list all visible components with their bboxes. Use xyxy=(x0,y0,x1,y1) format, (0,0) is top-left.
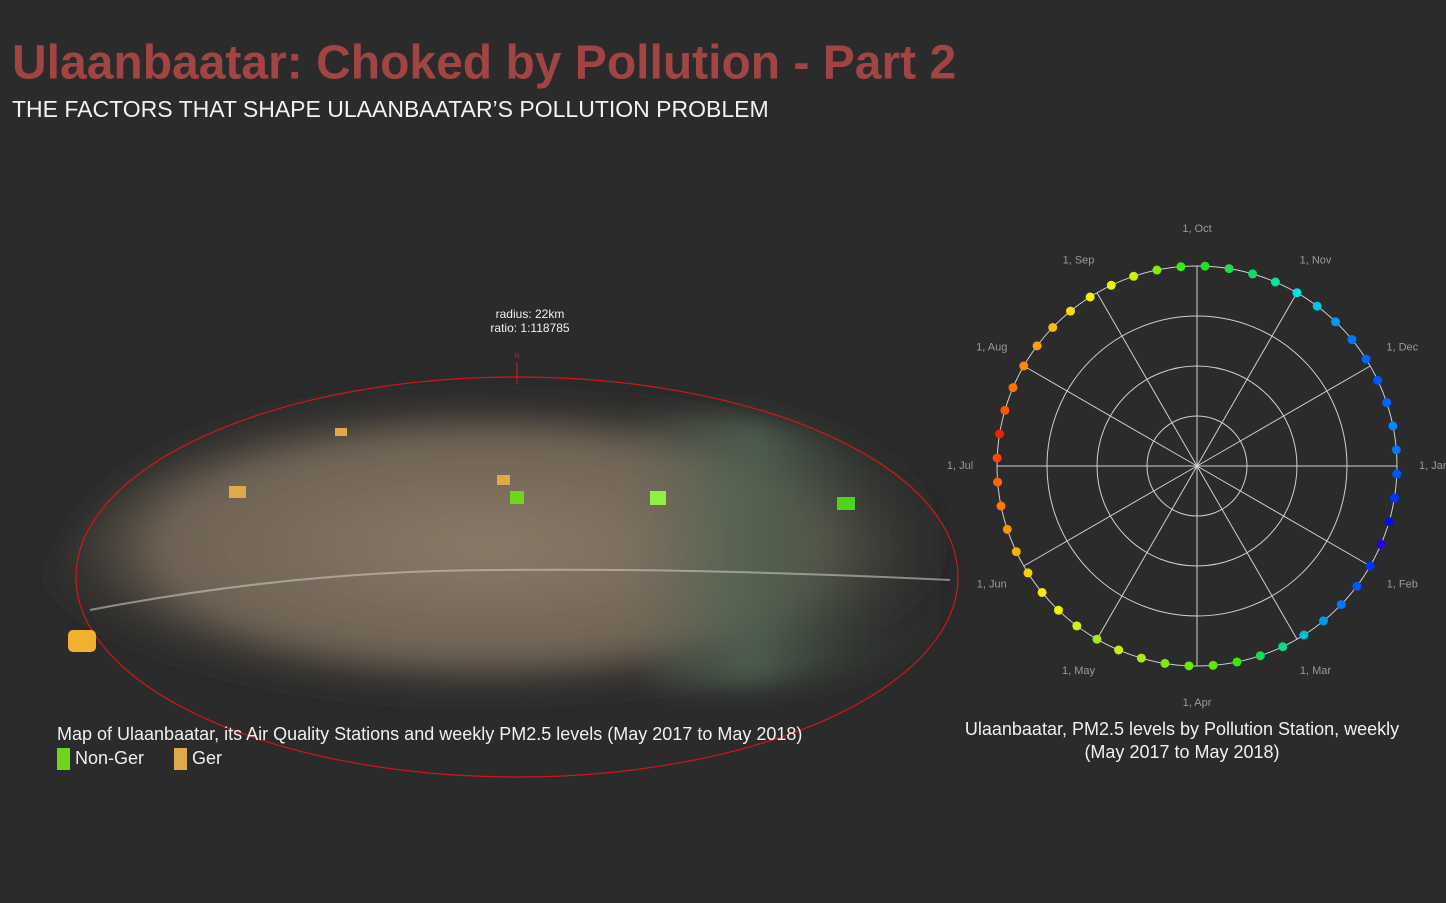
week-dot[interactable] xyxy=(1270,277,1280,287)
spoke xyxy=(1196,465,1298,640)
map-view[interactable]: N radius: 22km ratio: 1:118785 xyxy=(20,307,959,778)
spoke xyxy=(1096,292,1198,467)
month-label: 1, Apr xyxy=(1183,697,1212,709)
week-dot[interactable] xyxy=(1248,269,1258,279)
title: Ulaanbaatar: Choked by Pollution - Part … xyxy=(12,37,956,90)
station-non-ger[interactable] xyxy=(837,497,855,510)
legend-swatch xyxy=(57,748,70,770)
week-dot[interactable] xyxy=(1184,661,1194,671)
scale-radius: radius: 22km xyxy=(496,307,565,321)
week-dot[interactable] xyxy=(1376,539,1386,549)
week-dot[interactable] xyxy=(1176,262,1186,272)
month-label: 1, Mar xyxy=(1300,665,1332,677)
week-dot[interactable] xyxy=(1388,421,1398,431)
week-dot[interactable] xyxy=(1023,568,1033,578)
week-dot[interactable] xyxy=(993,477,1003,487)
spoke xyxy=(1196,292,1298,467)
week-dot[interactable] xyxy=(992,453,1002,463)
week-dot[interactable] xyxy=(1000,405,1010,415)
week-dot[interactable] xyxy=(1373,375,1383,385)
outer-circle xyxy=(996,265,1398,667)
month-label: 1, Nov xyxy=(1300,255,1332,267)
week-dot[interactable] xyxy=(1292,288,1302,298)
terrain xyxy=(620,413,956,690)
week-dot[interactable] xyxy=(1066,306,1076,316)
week-dot[interactable] xyxy=(1312,301,1322,311)
map-caption: Map of Ulaanbaatar, its Air Quality Stat… xyxy=(57,724,802,744)
week-dot[interactable] xyxy=(1331,317,1341,327)
week-dot[interactable] xyxy=(1361,354,1371,364)
week-dot[interactable] xyxy=(1053,605,1063,615)
month-label: 1, Jul xyxy=(947,460,973,472)
week-dot[interactable] xyxy=(1129,271,1139,281)
week-dot[interactable] xyxy=(1160,658,1170,668)
week-dot[interactable] xyxy=(1389,493,1399,503)
month-label: 1, Sep xyxy=(1063,255,1095,267)
week-dot[interactable] xyxy=(1382,398,1392,408)
month-label: 1, Jun xyxy=(977,578,1007,590)
week-dot[interactable] xyxy=(1232,657,1242,667)
week-dot[interactable] xyxy=(1384,517,1394,527)
week-dot[interactable] xyxy=(1347,335,1357,345)
week-dot[interactable] xyxy=(1008,383,1018,393)
legend-label: Ger xyxy=(192,748,222,768)
month-label: 1, May xyxy=(1062,665,1096,677)
spoke xyxy=(1196,465,1371,567)
station-ger[interactable] xyxy=(335,428,347,436)
week-dot[interactable] xyxy=(1002,524,1012,534)
week-dot[interactable] xyxy=(1255,651,1265,661)
station-ger[interactable] xyxy=(229,486,246,498)
station-ger[interactable] xyxy=(497,475,510,485)
week-dot[interactable] xyxy=(1365,561,1375,571)
river xyxy=(89,568,951,611)
week-dot[interactable] xyxy=(1299,630,1309,640)
week-dot[interactable] xyxy=(1011,547,1021,557)
month-label: 1, Aug xyxy=(976,341,1007,353)
week-dot[interactable] xyxy=(1136,653,1146,663)
week-dot[interactable] xyxy=(1072,621,1082,631)
subtitle: THE FACTORS THAT SHAPE ULAANBAATAR’S POL… xyxy=(12,96,769,122)
week-dot[interactable] xyxy=(1336,600,1346,610)
week-dot[interactable] xyxy=(1391,445,1401,455)
spoke xyxy=(1023,365,1198,467)
spoke xyxy=(1096,465,1198,640)
legend-label: Non-Ger xyxy=(75,748,144,768)
week-dot[interactable] xyxy=(996,501,1006,511)
week-dot[interactable] xyxy=(1200,261,1210,271)
week-dot[interactable] xyxy=(995,429,1005,439)
week-dot[interactable] xyxy=(1037,587,1047,597)
spoke xyxy=(1023,465,1198,567)
scale-ratio: ratio: 1:118785 xyxy=(490,321,569,335)
station-ger[interactable] xyxy=(68,630,96,652)
spoke xyxy=(1196,365,1371,467)
chart-caption: Ulaanbaatar, PM2.5 levels by Pollution S… xyxy=(965,719,1399,739)
week-dot[interactable] xyxy=(1224,264,1234,274)
month-label: 1, Feb xyxy=(1387,578,1418,590)
north-label: N xyxy=(514,353,519,360)
month-label: 1, Dec xyxy=(1386,341,1418,353)
week-dot[interactable] xyxy=(1114,645,1124,655)
legend: Non-Ger Ger xyxy=(57,748,222,770)
week-dot[interactable] xyxy=(1318,616,1328,626)
week-dot[interactable] xyxy=(1032,341,1042,351)
week-dot[interactable] xyxy=(1208,660,1218,670)
chart-caption: (May 2017 to May 2018) xyxy=(1084,742,1279,762)
week-dot[interactable] xyxy=(1106,280,1116,290)
station-non-ger[interactable] xyxy=(650,491,666,505)
week-dot[interactable] xyxy=(1092,634,1102,644)
week-dot[interactable] xyxy=(1152,265,1162,275)
month-label: 1, Oct xyxy=(1182,223,1211,235)
month-label: 1, Jan xyxy=(1419,460,1446,472)
week-dot[interactable] xyxy=(1352,581,1362,591)
week-dot[interactable] xyxy=(1278,642,1288,652)
week-dot[interactable] xyxy=(1019,361,1029,371)
radial-chart: 1, May 1, Jun 1, Jul 1, Aug 1, Sep 1, Oct 1, N… xyxy=(947,223,1446,762)
week-dot[interactable] xyxy=(1392,469,1402,479)
legend-swatch xyxy=(174,748,187,770)
week-dot[interactable] xyxy=(1048,322,1058,332)
station-non-ger[interactable] xyxy=(510,491,524,504)
week-dot[interactable] xyxy=(1085,292,1095,302)
